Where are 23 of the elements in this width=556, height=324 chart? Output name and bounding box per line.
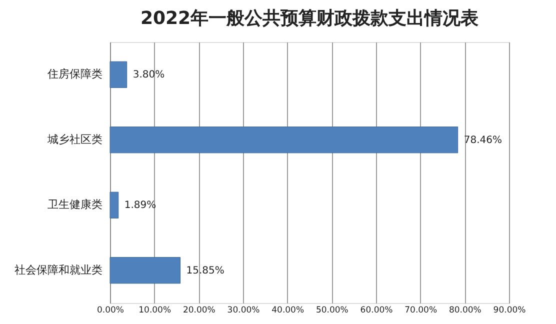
x-tick-label: 10.00%: [138, 306, 172, 316]
x-tick-label: 0.00%: [96, 306, 124, 316]
data-label: 3.80%: [132, 70, 165, 81]
x-tick-label: 60.00%: [360, 306, 393, 316]
chart-title: 2022年一般公共预算财政拨款支出情况表: [140, 8, 479, 29]
bar: [110, 61, 128, 88]
data-label: 78.46%: [464, 134, 502, 146]
data-label: 15.85%: [186, 265, 224, 276]
x-tick-label: 50.00%: [316, 306, 348, 316]
x-tick-label: 80.00%: [448, 306, 482, 316]
x-tick-label: 30.00%: [227, 306, 260, 316]
y-tick-label: 卫生健康类: [48, 198, 102, 212]
y-tick-label: 城乡社区类: [46, 132, 102, 146]
x-tick-label: 20.00%: [182, 306, 216, 316]
bar: [110, 126, 458, 154]
y-tick-label: 住房保障类: [48, 68, 102, 81]
bar: [110, 257, 181, 284]
data-label: 1.89%: [124, 200, 156, 212]
x-tick-label: 70.00%: [404, 306, 438, 316]
x-tick-label: 90.00%: [493, 306, 526, 316]
y-tick-label: 社会保障和就业类: [14, 263, 102, 276]
bar: [110, 192, 119, 218]
x-tick-label: 40.00%: [272, 306, 304, 316]
